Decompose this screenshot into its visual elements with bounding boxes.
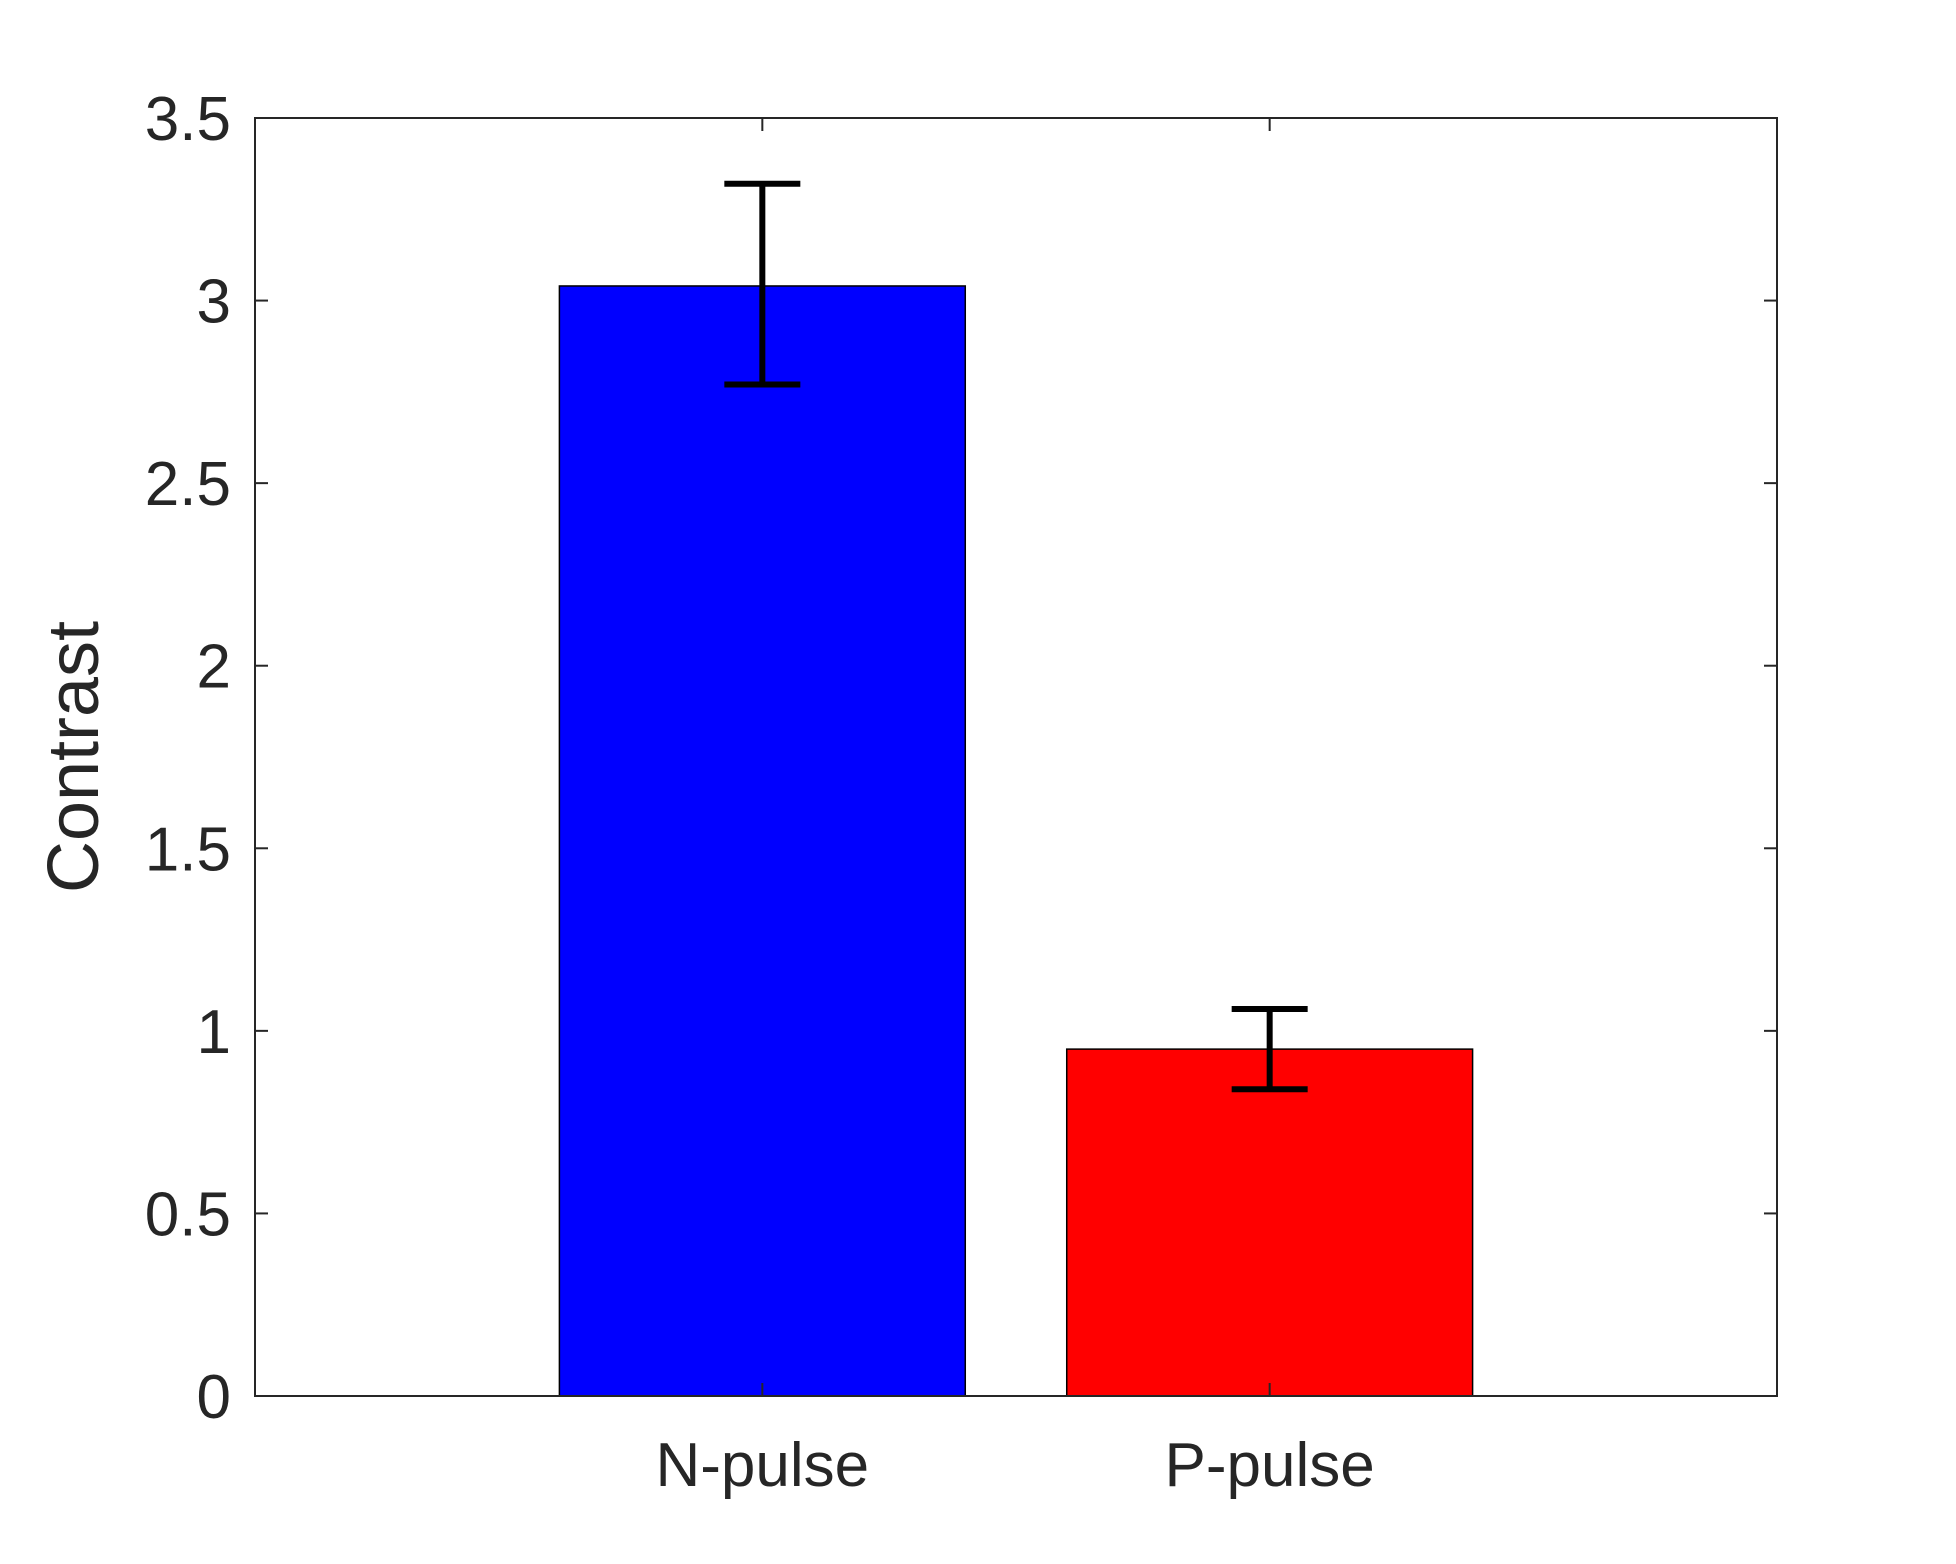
bar-p-pulse [1065, 1048, 1474, 1397]
x-tick-label-p-pulse: P-pulse [1165, 1431, 1375, 1500]
bar-n-pulse [558, 285, 967, 1397]
x-tick-label-n-pulse: N-pulse [656, 1431, 870, 1500]
y-axis-label: Contrast [34, 621, 114, 893]
y-tick-label: 2 [197, 633, 231, 702]
labels-layer: 0 0.5 1 1.5 2 2.5 3 3.5 N-pulse P-pulse [145, 85, 1375, 1500]
error-bars-layer [724, 180, 1308, 1093]
plot-frame [254, 117, 1778, 1397]
y-tick-label: 0.5 [145, 1180, 231, 1249]
axes-layer [254, 117, 1778, 1397]
y-tick-label: 1.5 [145, 815, 231, 884]
y-tick-label: 3 [197, 268, 231, 337]
y-tick-label: 2.5 [145, 450, 231, 519]
y-tick-label: 1 [197, 998, 231, 1067]
y-tick-label: 0 [197, 1363, 231, 1432]
y-tick-label: 3.5 [145, 85, 231, 154]
bars-layer [558, 285, 1474, 1397]
